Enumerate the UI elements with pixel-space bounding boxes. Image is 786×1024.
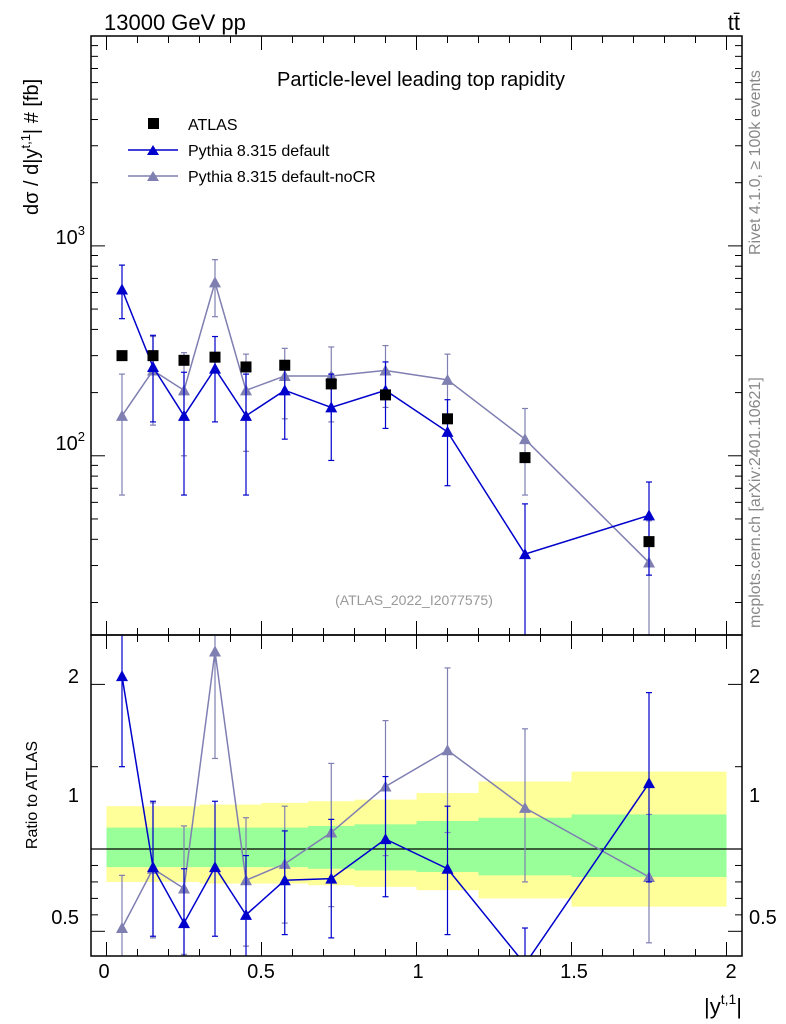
main-atlas-point: [325, 378, 337, 390]
x-tick-label-2: 2: [725, 961, 736, 983]
main-atlas-point: [519, 452, 531, 464]
main-y-axis-label: dσ / d|yt,1| # [fb]: [18, 79, 43, 215]
ratio-y-tick-2-right: 2: [749, 666, 760, 688]
x-tick-label-0.5: 0.5: [247, 961, 275, 983]
main-panel: Particle-level leading top rapidity (ATL…: [18, 35, 743, 636]
legend-default-marker: [147, 145, 159, 155]
mcplots-side-label: mcplots.cern.ch [arXiv:2401.10621]: [747, 377, 764, 628]
main-axis-ticks: [91, 35, 742, 635]
main-atlas-point: [442, 413, 453, 425]
ratio-series-layer: [116, 635, 655, 969]
main-default-point: [643, 509, 655, 521]
ratio-default-point: [643, 777, 655, 789]
main-default-point: [178, 409, 190, 421]
ratio-nocr-point: [519, 801, 531, 813]
legend-atlas-marker: [148, 118, 159, 129]
main-title: Particle-level leading top rapidity: [277, 69, 565, 91]
main-default-point: [147, 360, 159, 372]
ratio-default-point: [519, 958, 531, 969]
main-default-point: [209, 362, 221, 374]
ratio-nocr-point: [441, 744, 454, 756]
main-atlas-point: [147, 350, 159, 362]
x-axis-label: |yt,1|: [704, 991, 742, 1019]
ratio-y-tick-0.5: 0.5: [51, 907, 79, 929]
main-atlas-point: [116, 350, 128, 362]
main-default-point: [441, 425, 454, 437]
ratio-default-point: [240, 908, 252, 920]
main-series-layer: [116, 259, 655, 635]
rivet-side-label: Rivet 4.1.0, ≥ 100k events: [747, 70, 764, 255]
ratio-y-axis-label: Ratio to ATLAS: [24, 741, 41, 849]
ratio-nocr-point: [209, 645, 221, 657]
process-label: tt̄: [728, 10, 740, 35]
ratio-default-point: [178, 917, 190, 929]
ratio-default-point: [116, 670, 128, 682]
ratio-y-tick-2: 2: [68, 666, 79, 688]
energy-label: 13000 GeV pp: [104, 10, 246, 35]
ratio-default-point: [379, 833, 392, 845]
legend-nocr-label: Pythia 8.315 default-noCR: [188, 169, 376, 186]
main-default-point: [240, 409, 252, 421]
main-atlas-point: [643, 536, 655, 548]
ratio-default-group: [116, 635, 655, 969]
legend: ATLAS Pythia 8.315 default Pythia 8.315 …: [128, 117, 376, 186]
ratio-band-inner: [106, 827, 138, 868]
ratio-nocr-point: [116, 922, 128, 934]
y-tick-label-100: 102: [56, 429, 85, 455]
main-nocr-point: [209, 276, 221, 288]
legend-atlas-label: ATLAS: [188, 117, 238, 134]
ratio-axis-ticks: [91, 635, 742, 956]
ratio-y-tick-1: 1: [68, 785, 79, 807]
main-default-point: [519, 548, 531, 560]
main-nocr-point: [441, 373, 454, 385]
x-tick-label-0: 0: [98, 961, 109, 983]
main-atlas-point: [380, 389, 391, 401]
x-tick-label-1.5: 1.5: [560, 961, 588, 983]
ratio-default-point: [147, 861, 159, 873]
main-nocr-point: [519, 433, 531, 445]
ratio-default-point: [441, 862, 454, 874]
ratio-panel: Ratio to ATLAS 2 1 0.5 2 1 0.5 0 0.5 1 1…: [24, 634, 777, 1019]
ratio-default-point: [325, 872, 338, 884]
main-nocr-point: [116, 409, 128, 421]
ratio-default-point: [209, 861, 221, 873]
ratio-uncertainty-bands: [106, 771, 727, 907]
legend-nocr-marker: [147, 171, 159, 181]
main-default-point: [278, 384, 291, 396]
ratio-default-point: [278, 874, 291, 886]
main-default-point: [325, 401, 338, 413]
ratio-y-tick-0.5-right: 0.5: [749, 907, 777, 929]
ratio-panel-frame: [90, 634, 743, 957]
y-tick-label-1000: 103: [56, 223, 85, 249]
main-atlas-point: [178, 354, 190, 366]
main-atlas-point: [209, 351, 221, 363]
legend-default-label: Pythia 8.315 default: [188, 143, 330, 160]
ratio-y-tick-1-right: 1: [749, 785, 760, 807]
main-default-point: [116, 283, 128, 295]
analysis-label: (ATLAS_2022_I2077575): [335, 592, 493, 608]
main-atlas-point: [279, 359, 291, 371]
main-atlas-point: [240, 361, 252, 373]
x-tick-label-1: 1: [412, 961, 423, 983]
